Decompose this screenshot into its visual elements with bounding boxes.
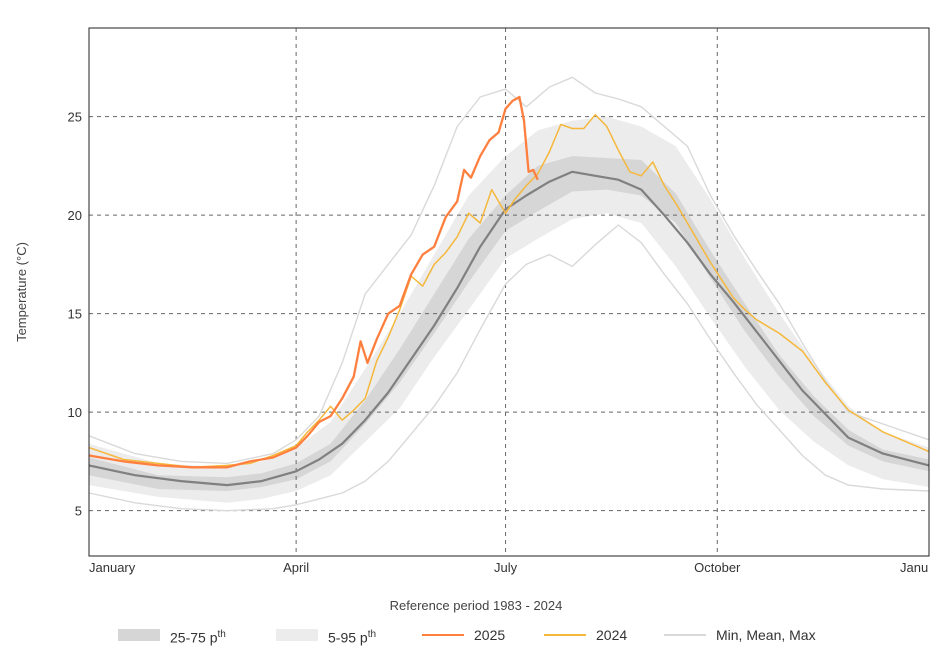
x-tick-label: January — [89, 560, 136, 575]
y-tick-label: 15 — [68, 307, 82, 322]
temperature-chart: 5 10 15 20 25 January April July October Janu Tem… — [14, 27, 930, 575]
x-axis-title: Reference period 1983 - 2024 — [389, 598, 563, 613]
y-tick-label: 20 — [68, 208, 82, 223]
y-axis-title: Temperature (°C) — [14, 242, 29, 342]
series-line-2025 — [88, 95, 539, 469]
series-line-min — [88, 224, 930, 512]
legend-label-2024: 2024 — [596, 627, 628, 643]
legend-label-2025: 2025 — [474, 627, 506, 643]
legend-label-min-mean-max: Min, Mean, Max — [716, 627, 816, 643]
legend-swatch-2025 — [422, 634, 464, 636]
y-tick-label: 10 — [68, 405, 82, 420]
legend-swatch-min-mean-max — [664, 634, 706, 636]
y-tick-label: 5 — [75, 504, 82, 519]
series-layer — [88, 76, 930, 512]
legend-swatch-iqr — [118, 629, 160, 641]
legend-label-iqr: 25-75 pth — [170, 629, 226, 646]
legend-label-p5-95: 5-95 pth — [328, 629, 377, 646]
legend-swatch-p5-95 — [276, 629, 318, 641]
bands-layer — [89, 116, 929, 503]
x-tick-label: April — [283, 560, 309, 575]
series-line-mean — [88, 170, 930, 487]
ticks-layer: 5 10 15 20 25 January April July October Janu — [68, 110, 929, 575]
y-tick-label: 25 — [68, 110, 82, 125]
x-tick-label: July — [494, 560, 518, 575]
plot-frame — [88, 27, 930, 557]
band-iqr — [89, 156, 929, 491]
series-line-2024 — [88, 113, 930, 469]
legend-swatch-2024 — [544, 634, 586, 636]
x-tick-label: October — [694, 560, 741, 575]
series-line-max — [88, 76, 930, 465]
x-tick-label: Janu — [900, 560, 928, 575]
